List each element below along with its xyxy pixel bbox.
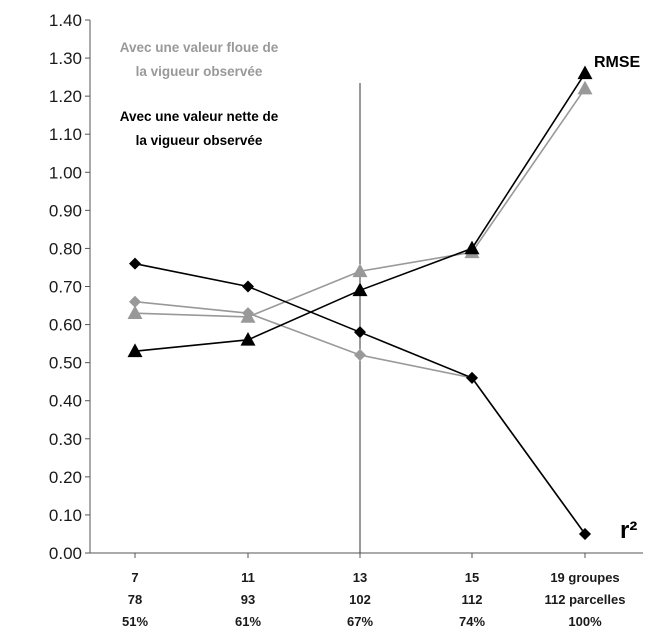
data-point-floue-rmse (352, 263, 368, 278)
x-category-label: 11 (241, 570, 255, 585)
x-axis-categories: 7 78 51% 11 93 61% 13 102 67% 15 112 74% 19 groupes 1… (122, 553, 626, 629)
data-point-nette-rmse (352, 282, 368, 297)
x-category-label: 78 (128, 592, 142, 607)
y-tick-label: 0.20 (49, 468, 82, 487)
x-category-label: 13 (353, 570, 367, 585)
data-point-nette-rmse (240, 332, 256, 346)
legend-entry-text: Avec une valeur floue de (120, 40, 279, 55)
x-category-label: 15 (465, 570, 479, 585)
data-point-nette-r2 (579, 527, 591, 540)
chart-axes (89, 20, 643, 554)
data-point-nette-rmse (127, 343, 143, 358)
series-points (127, 65, 593, 540)
data-point-floue-r2 (129, 295, 141, 308)
y-tick-label: 0.50 (49, 354, 82, 373)
data-point-nette-r2 (242, 280, 254, 293)
legend-entry-text: Avec une valeur nette de (120, 109, 279, 124)
legend: Avec une valeur floue de la vigueur obser… (120, 40, 279, 148)
series-labels: RMSE r² (594, 54, 641, 544)
x-category-label: 19 groupes (550, 570, 619, 585)
y-tick-label: 0.80 (49, 239, 82, 258)
legend-entry-text: la vigueur observée (136, 64, 263, 79)
y-tick-label: 0.60 (49, 316, 82, 335)
rmse-label: RMSE (594, 54, 641, 71)
data-point-nette-rmse (464, 240, 480, 255)
y-tick-label: 1.00 (49, 163, 82, 182)
r2-label: r² (620, 517, 637, 544)
y-tick-label: 0.00 (49, 544, 82, 563)
data-point-floue-rmse (127, 305, 143, 319)
x-category-label: 112 (462, 592, 483, 607)
data-point-floue-r2 (242, 307, 254, 320)
x-category-label: 7 (131, 570, 138, 585)
x-category-label: 102 (349, 592, 371, 607)
x-category-label: 61% (235, 614, 261, 629)
data-point-floue-rmse (577, 80, 593, 95)
y-tick-label: 0.40 (49, 392, 82, 411)
x-category-label: 112 parcelles (545, 592, 626, 607)
data-point-nette-r2 (129, 257, 141, 270)
y-tick-label: 1.10 (49, 125, 82, 144)
y-tick-label: 0.30 (49, 430, 82, 449)
y-tick-label: 1.40 (49, 11, 82, 30)
y-tick-label: 0.10 (49, 506, 82, 525)
legend-entry-text: la vigueur observée (136, 133, 263, 148)
y-tick-label: 1.30 (49, 49, 82, 68)
x-category-label: 51% (122, 614, 148, 629)
y-tick-label: 0.70 (49, 278, 82, 297)
data-point-nette-r2 (466, 371, 478, 384)
x-category-label: 93 (241, 592, 255, 607)
x-category-label: 67% (347, 614, 373, 629)
y-tick-label: 1.20 (49, 87, 82, 106)
x-category-label: 100% (568, 614, 602, 629)
y-axis-ticks: 0.00 0.10 0.20 0.30 0.40 0.50 0.60 0.70 0.80 0.90… (49, 11, 90, 563)
data-point-nette-r2 (354, 326, 366, 339)
y-tick-label: 0.90 (49, 201, 82, 220)
data-point-floue-r2 (354, 349, 366, 362)
x-category-label: 74% (459, 614, 485, 629)
data-point-nette-rmse (577, 65, 593, 80)
